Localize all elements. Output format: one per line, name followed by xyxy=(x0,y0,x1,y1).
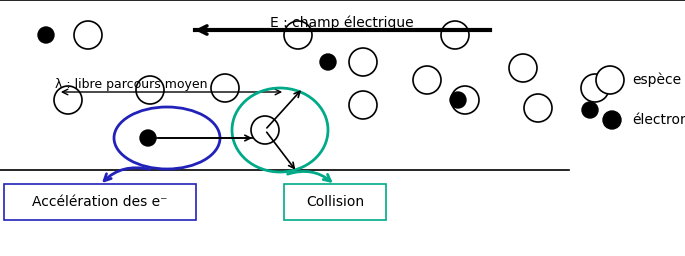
Circle shape xyxy=(451,86,479,114)
Circle shape xyxy=(450,92,466,108)
Text: λ : libre parcours moyen: λ : libre parcours moyen xyxy=(55,78,208,91)
Text: E : champ électrique: E : champ électrique xyxy=(270,15,414,29)
Circle shape xyxy=(349,91,377,119)
Circle shape xyxy=(320,54,336,70)
FancyBboxPatch shape xyxy=(284,184,386,220)
Circle shape xyxy=(603,111,621,129)
FancyBboxPatch shape xyxy=(4,184,196,220)
Circle shape xyxy=(413,66,441,94)
Circle shape xyxy=(74,21,102,49)
Text: Collision: Collision xyxy=(306,195,364,209)
Circle shape xyxy=(596,66,624,94)
Circle shape xyxy=(524,94,552,122)
Circle shape xyxy=(349,48,377,76)
Circle shape xyxy=(251,116,279,144)
Text: espèce: espèce xyxy=(632,73,681,87)
Circle shape xyxy=(136,76,164,104)
Circle shape xyxy=(441,21,469,49)
Circle shape xyxy=(581,74,609,102)
Circle shape xyxy=(38,27,54,43)
Circle shape xyxy=(54,86,82,114)
Circle shape xyxy=(509,54,537,82)
Circle shape xyxy=(140,130,156,146)
Circle shape xyxy=(582,102,598,118)
Text: électron: électron xyxy=(632,113,685,127)
Text: Accélération des e⁻: Accélération des e⁻ xyxy=(32,195,168,209)
Circle shape xyxy=(284,21,312,49)
Circle shape xyxy=(211,74,239,102)
